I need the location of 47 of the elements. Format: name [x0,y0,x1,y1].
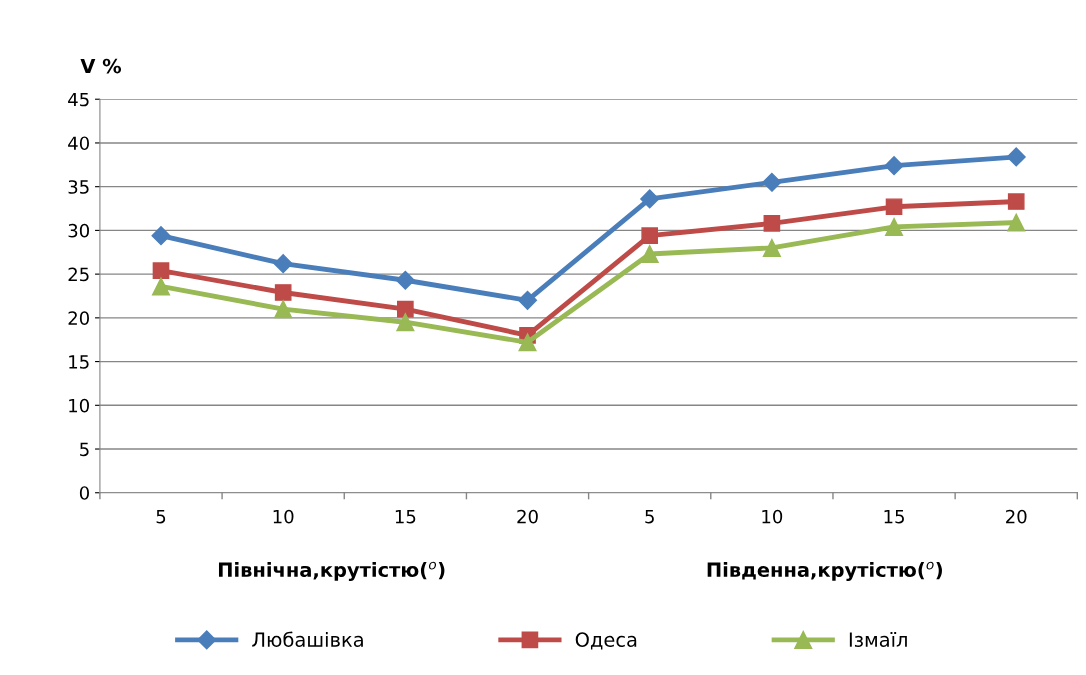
point [762,238,781,257]
y-tick-label: 30 [68,223,89,238]
x-tick-label: 5 [156,509,166,524]
y-tick-label: 45 [68,92,89,107]
legend-label: Любашівка [252,631,363,647]
text: Північна,крутістю($^{о}$) [218,561,445,581]
point [1007,213,1026,232]
point [884,156,904,176]
x-tick-label: 20 [1006,509,1027,524]
y-tick-label: 20 [68,311,89,325]
point [518,333,537,352]
legend-label: Одеса [575,632,637,650]
point [517,290,538,310]
point [640,244,659,264]
point [152,262,170,279]
point [640,189,660,209]
x-tick-label: 15 [884,509,904,524]
point [274,284,292,301]
x-tick-label: 20 [517,509,538,524]
point [885,198,903,216]
text: Південна,крутістю($^{о}$) [707,561,942,581]
y-axis-title: V % [80,58,122,74]
y-tick-label: 10 [69,398,89,413]
legend-label: Ізмаїл [849,631,907,647]
y-tick-label: 40 [68,136,89,151]
x-tick-label: 15 [395,509,416,524]
point [1006,147,1026,167]
point [763,215,781,232]
y-tick-label: 0 [79,486,89,500]
point [273,254,293,274]
x-tick-label: 10 [273,509,294,524]
point [396,313,415,332]
point [395,270,415,290]
point [1007,193,1025,210]
y-tick-label: 5 [80,442,89,457]
y-tick-label: 35 [68,180,89,194]
point [151,226,171,246]
y-tick-label: 15 [69,355,89,369]
x-tick-label: 10 [762,509,783,524]
point [641,227,659,244]
point [151,277,171,296]
point [885,217,904,236]
y-tick-label: 25 [68,267,89,282]
point [762,172,782,192]
point [397,300,414,318]
x-tick-label: 5 [645,509,654,524]
point [274,300,293,319]
